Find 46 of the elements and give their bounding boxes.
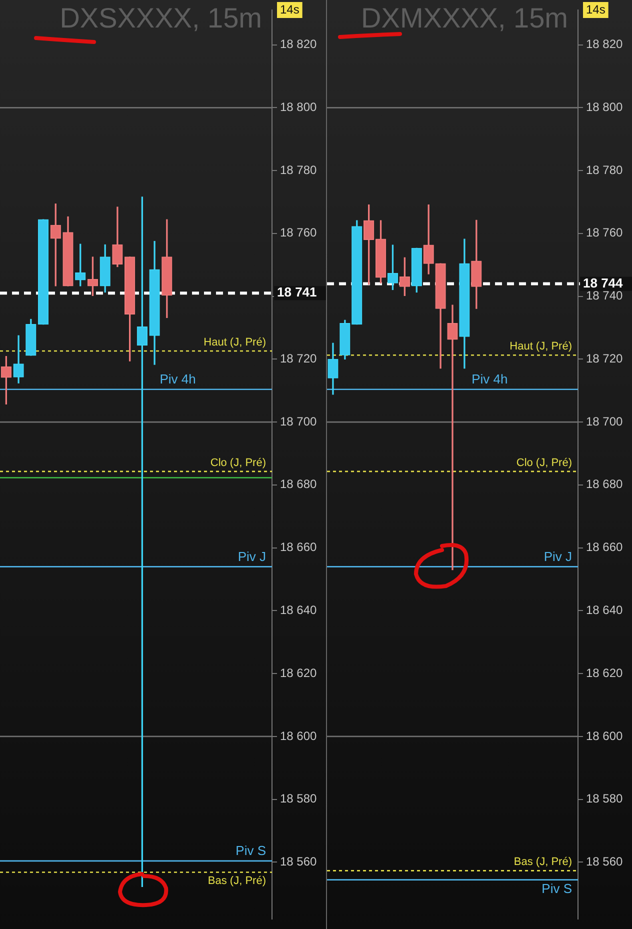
ref-line-label: Piv 4h (160, 371, 196, 386)
y-tick-label: 18 700 (586, 414, 624, 428)
chart-title: DXMXXXX, 15m (361, 2, 568, 34)
y-tick-label: 18 720 (280, 351, 318, 366)
ref-line-label: Haut (J, Pré) (510, 340, 572, 353)
ref-line-label: Piv S (236, 843, 266, 858)
y-tick-label: 18 720 (586, 351, 624, 366)
y-tick-label: 18 620 (586, 666, 624, 680)
y-tick-label: 18 600 (586, 728, 624, 743)
y-tick-label: 18 580 (586, 792, 624, 806)
chart-title: DXSXXXX, 15m (60, 2, 262, 34)
y-tick-label: 18 600 (280, 728, 318, 743)
ref-line-label: Piv S (542, 880, 572, 896)
y-tick-label: 18 820 (280, 37, 318, 52)
ref-line-label: Clo (J, Pré) (516, 456, 572, 469)
ref-line-label: Piv J (238, 548, 266, 564)
y-tick-label: 18 640 (586, 603, 624, 618)
y-tick-label: 18 660 (586, 540, 624, 554)
candlestick (447, 304, 458, 570)
y-tick-label: 18 780 (280, 162, 318, 177)
ref-line-label: 18 741 (277, 284, 317, 300)
y-tick-label: 18 760 (586, 226, 624, 240)
y-tick-label: 18 740 (586, 288, 624, 303)
text: 14s (280, 2, 300, 16)
y-tick-label: 18 680 (586, 477, 624, 492)
ref-line-label: Haut (J, Pré) (204, 336, 266, 349)
y-tick-label: 18 560 (586, 854, 624, 869)
y-tick-label: 18 700 (280, 414, 318, 428)
ref-line-label: 18 744 (583, 275, 624, 290)
y-tick-label: 18 620 (280, 666, 318, 680)
text: 14s (586, 2, 606, 16)
y-tick-label: 18 580 (280, 792, 318, 806)
y-tick-label: 18 680 (280, 477, 318, 492)
y-tick-label: 18 640 (280, 603, 318, 618)
ref-line-label: Piv J (544, 548, 572, 564)
y-tick-label: 18 780 (586, 162, 624, 177)
ref-line-label: Bas (J, Pré) (514, 856, 572, 868)
y-tick-label: 18 760 (280, 226, 318, 240)
y-tick-label: 18 800 (586, 100, 624, 114)
y-tick-label: 18 800 (280, 100, 318, 114)
y-tick-label: 18 820 (586, 37, 624, 52)
y-tick-label: 18 560 (280, 854, 318, 869)
ref-line-label: Clo (J, Pré) (210, 456, 266, 469)
ref-line-label: Piv 4h (472, 371, 508, 386)
ref-line-label: Bas (J, Pré) (208, 874, 266, 887)
y-tick-label: 18 660 (280, 540, 318, 554)
